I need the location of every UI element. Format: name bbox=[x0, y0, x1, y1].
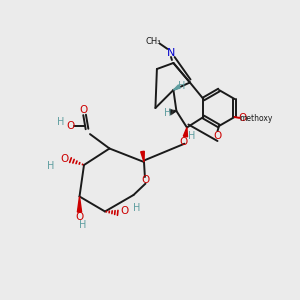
Text: H: H bbox=[188, 131, 196, 141]
Text: O: O bbox=[239, 113, 247, 124]
Text: O: O bbox=[141, 175, 150, 185]
Polygon shape bbox=[141, 151, 144, 162]
Text: O: O bbox=[180, 136, 188, 147]
Text: O: O bbox=[75, 212, 84, 222]
Text: H: H bbox=[47, 161, 55, 171]
Text: O: O bbox=[80, 105, 88, 115]
Text: H: H bbox=[133, 202, 140, 213]
Text: O: O bbox=[66, 121, 75, 131]
Text: methoxy: methoxy bbox=[239, 114, 272, 123]
Text: H: H bbox=[57, 117, 64, 128]
Polygon shape bbox=[183, 128, 188, 137]
Text: H: H bbox=[164, 107, 171, 118]
Text: O: O bbox=[120, 206, 128, 217]
Polygon shape bbox=[173, 85, 180, 90]
Polygon shape bbox=[77, 196, 82, 212]
Text: N: N bbox=[167, 47, 175, 58]
Text: H: H bbox=[80, 220, 87, 230]
Text: CH₃: CH₃ bbox=[146, 37, 161, 46]
Text: H: H bbox=[178, 80, 185, 91]
Text: O: O bbox=[213, 131, 222, 142]
Text: O: O bbox=[60, 154, 69, 164]
